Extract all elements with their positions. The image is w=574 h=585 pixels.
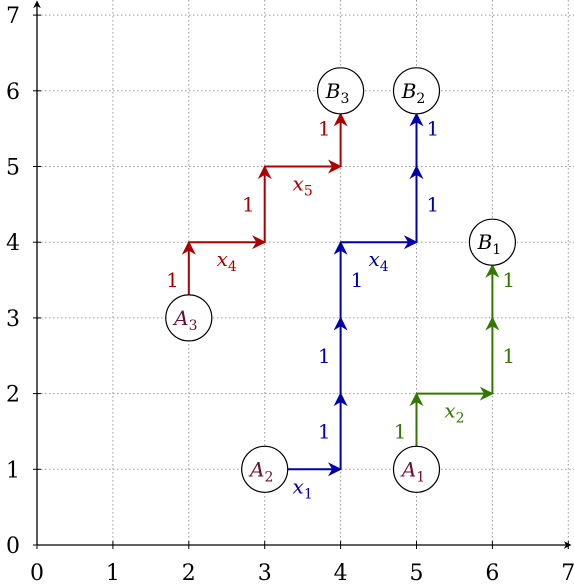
y-tick-label: 7: [6, 4, 20, 29]
step-weight-label: 1: [318, 117, 331, 141]
step-weight-label: 1: [318, 419, 331, 443]
step-weight-label: x2: [444, 399, 464, 427]
axes: [33, 0, 572, 549]
x-tick-label: 4: [334, 561, 348, 585]
step-weight-label: x4: [368, 247, 388, 275]
y-tick-label: 4: [6, 231, 20, 256]
step-weight-label: x4: [217, 247, 237, 275]
step-weight-label: 1: [502, 268, 515, 292]
x-tick-label: 3: [258, 561, 272, 585]
y-tick-label: 3: [6, 307, 20, 332]
grid: [37, 0, 574, 545]
x-tick-label: 2: [182, 561, 196, 585]
y-tick-label: 0: [6, 534, 20, 559]
tick-labels: 0 1 2 3 4 5 6 7 0 1 2 3 4 5 6 7: [6, 4, 574, 585]
y-tick-label: 6: [6, 80, 20, 105]
step-weight-label: 1: [166, 268, 179, 292]
vertex-node-a2: [241, 445, 289, 493]
step-weight-label: 1: [427, 117, 440, 141]
x-tick-label: 1: [106, 561, 120, 585]
step-weight-label: 1: [242, 192, 255, 216]
step-weight-label: x5: [293, 172, 313, 200]
vertex-node-b3: [317, 67, 365, 115]
step-weight-label: 1: [427, 192, 440, 216]
vertex-node-a3: [165, 294, 213, 342]
vertex-node-a1: [392, 445, 441, 493]
step-weight-label: 1: [502, 344, 515, 368]
x-tick-label: 6: [485, 561, 499, 585]
x-tick-label: 7: [561, 561, 574, 585]
y-tick-label: 5: [6, 156, 20, 181]
vertex-node-b2: [392, 67, 441, 115]
x-tick-label: 5: [410, 561, 424, 585]
step-weight-label: x1: [293, 474, 313, 502]
x-tick-label: 0: [30, 561, 44, 585]
y-tick-label: 1: [6, 458, 20, 483]
y-tick-label: 2: [6, 383, 20, 408]
step-weight-label: 1: [394, 419, 407, 443]
step-weight-label: 1: [318, 344, 331, 368]
vertex-node-b1: [468, 218, 516, 266]
step-weight-label: 1: [351, 268, 364, 292]
